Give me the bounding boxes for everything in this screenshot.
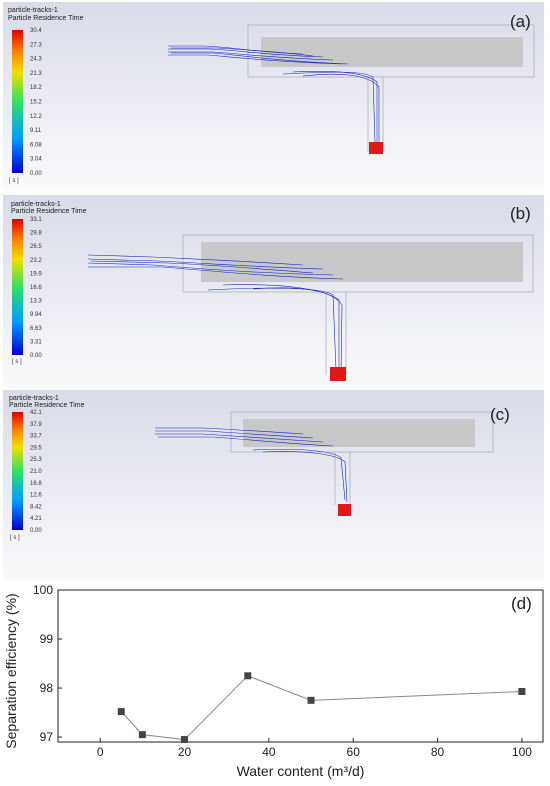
colorbar-tick-label: 23.2: [30, 258, 42, 264]
series-line: [120, 675, 522, 741]
colorbar-tick-label: 0.00: [30, 353, 42, 359]
y-tick-label: 97: [40, 730, 54, 744]
data-point: [181, 736, 189, 744]
x-tick-label: 60: [347, 745, 361, 759]
colorbar-tick-label: 6.63: [30, 326, 42, 332]
y-tick-label: 98: [40, 681, 54, 695]
x-tick-label: 40: [262, 745, 276, 759]
simulation-panel-b: 33.1 29.8 26.5 23.2 19.9 16.6 13.3 9.94 6.63 3.31…: [3, 195, 544, 387]
colorbar-tick-label: 25.3: [30, 457, 42, 463]
efficiency-chart: 0 20 40 60 80 100 97 98 99 100 Water content (m³/d…: [0, 582, 550, 781]
colorbar-subtitle: Particle Residence Time: [8, 15, 84, 22]
colorbar-unit: [ s ]: [10, 535, 20, 541]
colorbar-tick-label: 0.00: [30, 528, 42, 534]
colorbar-tick-label: 8.42: [30, 504, 42, 510]
simulation-image-a: 30.4 27.3 24.3 21.3 18.2 15.2 12.2 9.11 6.08 3.04…: [12, 24, 535, 177]
colorbar-tick-label: 26.5: [30, 244, 42, 250]
x-tick-label: 80: [431, 745, 445, 759]
outlet-a: [369, 142, 383, 154]
colorbar-tick-label: 16.8: [30, 481, 42, 487]
x-tick-label: 0: [97, 745, 104, 759]
colorbar-subtitle: Particle Residence Time: [11, 208, 87, 215]
colorbar-tick-label: 21.3: [30, 71, 42, 77]
colorbar-tick-label: 3.31: [30, 339, 42, 345]
data-point: [518, 687, 526, 695]
pipe-a: [261, 37, 523, 67]
particle-tracks-a: [168, 45, 380, 150]
colorbar-title: particle-tracks-1: [11, 201, 61, 208]
colorbar-tick-label: 18.2: [30, 85, 42, 91]
y-tick-label: 100: [33, 583, 53, 597]
colorbar-tick-label: 37.9: [30, 422, 42, 428]
colorbar-b: [12, 219, 23, 355]
y-tick-label: 99: [40, 632, 54, 646]
simulation-panel-c: 42.1 37.9 33.7 29.5 25.3 21.0 16.8 12.6 8.42 4.21…: [3, 390, 544, 580]
x-tick-label: 20: [178, 745, 192, 759]
efficiency-chart-svg: 0 20 40 60 80 100 97 98 99 100 Water content (m³/d…: [3, 583, 544, 779]
x-axis-label: Water content (m³/d): [237, 763, 365, 779]
colorbar-tick-label: 33.7: [30, 434, 42, 440]
particle-tracks-c: [155, 427, 348, 503]
particle-tracks-b: [87, 254, 344, 378]
colorbar-c: [12, 412, 23, 530]
colorbar-tick-label: 30.4: [30, 28, 42, 34]
data-point: [138, 731, 146, 739]
colorbar-a: [12, 30, 23, 173]
colorbar-tick-label: 13.3: [30, 299, 42, 305]
outlet-b: [330, 367, 346, 381]
colorbar-tick-label: 15.2: [30, 100, 42, 106]
data-point: [307, 696, 315, 704]
colorbar-tick-label: 19.9: [30, 271, 42, 277]
colorbar-tick-label: 0.00: [30, 171, 42, 177]
data-point: [117, 708, 125, 716]
colorbar-tick-label: 4.21: [30, 516, 42, 522]
panel-label-c: (c): [490, 405, 510, 424]
colorbar-unit: [ s ]: [12, 359, 22, 365]
plot-frame: [57, 589, 544, 743]
colorbar-title: particle-tracks-1: [8, 7, 58, 14]
panel-label-d: (d): [511, 594, 532, 613]
simulation-image-b: 33.1 29.8 26.5 23.2 19.9 16.6 13.3 9.94 6.63 3.31…: [12, 217, 534, 381]
colorbar-unit: [ s ]: [9, 178, 19, 184]
colorbar-tick-label: 29.5: [30, 445, 42, 451]
colorbar-tick-label: 29.8: [30, 231, 42, 237]
x-tick-label: 100: [512, 745, 532, 759]
panel-label-b: (b): [510, 204, 531, 223]
colorbar-tick-label: 24.3: [30, 57, 42, 63]
y-axis-label: Separation efficiency (%): [3, 593, 19, 748]
colorbar-tick-label: 12.6: [30, 493, 42, 499]
pipe-c: [243, 419, 475, 447]
colorbar-tick-label: 9.11: [30, 128, 42, 134]
colorbar-tick-label: 33.1: [30, 217, 42, 223]
colorbar-tick-label: 21.0: [30, 469, 42, 475]
outlet-c: [338, 504, 351, 516]
simulation-panel-a: 30.4 27.3 24.3 21.3 18.2 15.2 12.2 9.11 6.08 3.04…: [3, 2, 544, 190]
colorbar-title: particle-tracks-1: [9, 395, 59, 402]
simulation-image-c: 42.1 37.9 33.7 29.5 25.3 21.0 16.8 12.6 8.42 4.21…: [12, 410, 494, 534]
data-point: [244, 672, 252, 680]
colorbar-tick-label: 27.3: [30, 42, 42, 48]
colorbar-tick-label: 12.2: [30, 114, 42, 120]
colorbar-subtitle: Particle Residence Time: [9, 402, 85, 409]
colorbar-tick-label: 6.08: [30, 142, 42, 148]
colorbar-tick-label: 9.94: [30, 312, 42, 318]
colorbar-tick-label: 3.04: [30, 157, 42, 163]
panel-label-a: (a): [510, 12, 531, 31]
colorbar-tick-label: 42.1: [30, 410, 42, 416]
colorbar-tick-label: 16.6: [30, 285, 42, 291]
